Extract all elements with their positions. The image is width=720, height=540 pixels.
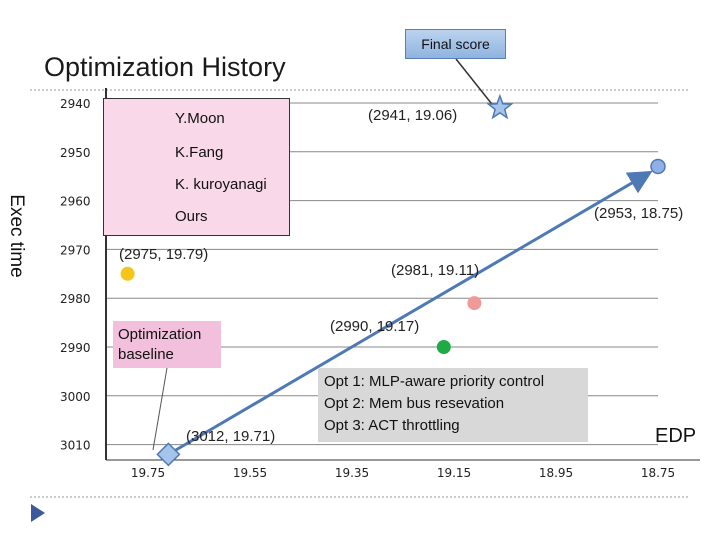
x-tick-label: 19.15 xyxy=(437,466,471,480)
final-score-pointer xyxy=(455,58,496,109)
y-tick-label: 2940 xyxy=(60,97,91,111)
data-point-ours xyxy=(650,158,666,175)
page-title: Optimization History xyxy=(44,52,286,82)
final-score-star xyxy=(486,93,514,120)
opt-1-label: Opt 1: MLP-aware priority control xyxy=(324,373,545,390)
legend xyxy=(103,98,290,236)
data-label-ymoon: (2981, 19.11) xyxy=(391,262,480,279)
baseline-point xyxy=(156,442,181,467)
y-tick-label: 3010 xyxy=(60,439,91,453)
baseline-callout: Optimization baseline xyxy=(113,321,221,368)
y-tick-label: 2990 xyxy=(60,341,91,355)
data-label-kfang: (2990, 19.17) xyxy=(330,318,420,335)
x-tick-label: 18.75 xyxy=(641,466,675,480)
x-tick-label: 19.75 xyxy=(131,466,165,480)
x-tick-label: 19.55 xyxy=(233,466,267,480)
opt-3-label: Opt 3: ACT throttling xyxy=(324,417,460,434)
data-point-k-kuroyanagi xyxy=(120,266,135,281)
y-tick-label: 2980 xyxy=(60,292,91,306)
data-label-ours: (2953, 18.75) xyxy=(594,205,684,222)
x-axis-label: EDP xyxy=(655,425,697,447)
y-tick-label: 2950 xyxy=(60,146,91,160)
y-tick-label: 3000 xyxy=(60,390,91,404)
data-point-k-fang xyxy=(436,340,451,354)
final-score-callout: Final score xyxy=(405,29,506,59)
optimizations-box xyxy=(318,368,588,442)
gridlines xyxy=(106,102,658,446)
data-label-kuroyanagi: (2975, 19.79) xyxy=(119,246,209,263)
y-axis-label: Exec time xyxy=(6,194,27,278)
baseline-callout-line-1: Optimization xyxy=(118,326,202,343)
y-tick-label: 2970 xyxy=(60,243,91,257)
baseline-pointer xyxy=(152,367,168,451)
legend-label-ours: Ours xyxy=(175,208,208,225)
opt-2-label: Opt 2: Mem bus resevation xyxy=(324,395,505,412)
legend-label-kfang: K.Fang xyxy=(175,144,224,161)
baseline-callout-line-2: baseline xyxy=(118,346,174,363)
legend-label-ymoon: Y.Moon xyxy=(175,110,225,127)
x-tick-label: 19.35 xyxy=(335,466,369,480)
legend-label-kuroyanagi: K. kuroyanagi xyxy=(175,176,267,193)
data-label-final: (2941, 19.06) xyxy=(368,107,458,124)
next-slide-icon[interactable] xyxy=(30,503,46,528)
optimization-trend-arrow xyxy=(167,170,653,456)
y-tick-label: 2960 xyxy=(60,195,91,209)
data-point-y-moon xyxy=(467,296,482,311)
data-label-baseline: (3012, 19.71) xyxy=(186,428,276,445)
x-tick-label: 18.95 xyxy=(539,466,573,480)
